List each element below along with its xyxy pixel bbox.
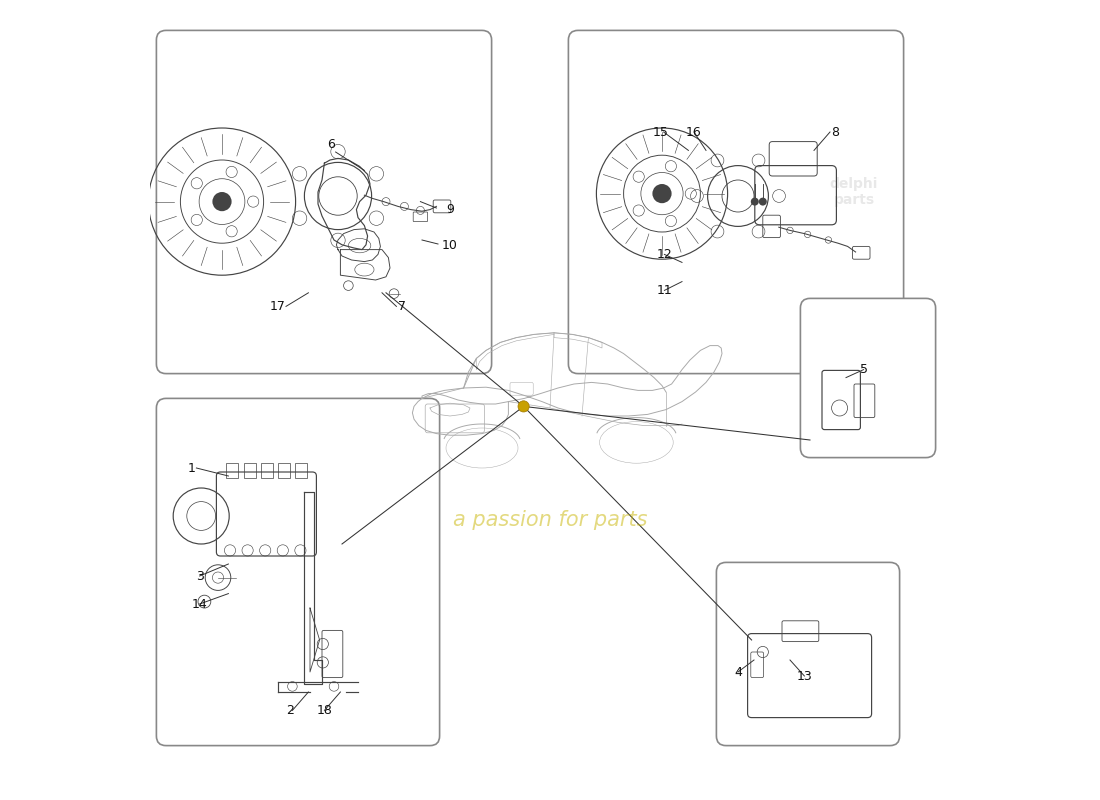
FancyBboxPatch shape <box>156 398 440 746</box>
Text: 13: 13 <box>796 670 812 682</box>
Bar <box>278 463 290 478</box>
Circle shape <box>212 192 232 211</box>
Bar <box>243 463 255 478</box>
Text: 5: 5 <box>859 363 868 376</box>
Text: 11: 11 <box>657 284 672 297</box>
Text: 1: 1 <box>188 462 196 474</box>
Text: 4: 4 <box>734 666 741 678</box>
Text: 17: 17 <box>271 300 286 313</box>
FancyBboxPatch shape <box>716 562 900 746</box>
Text: a passion for parts: a passion for parts <box>453 510 647 530</box>
Circle shape <box>751 198 759 206</box>
Circle shape <box>759 198 767 206</box>
FancyBboxPatch shape <box>569 30 903 374</box>
Text: 14: 14 <box>191 598 208 610</box>
Text: 10: 10 <box>442 239 458 252</box>
Circle shape <box>652 184 672 203</box>
Text: 15: 15 <box>652 126 669 138</box>
Text: 9: 9 <box>447 203 454 216</box>
Text: 7: 7 <box>398 300 406 313</box>
Circle shape <box>518 401 529 412</box>
Bar <box>295 463 307 478</box>
Bar <box>226 463 238 478</box>
Text: delphi
parts: delphi parts <box>829 177 878 207</box>
FancyBboxPatch shape <box>156 30 492 374</box>
Text: 2: 2 <box>286 704 294 717</box>
Text: 18: 18 <box>317 704 332 717</box>
FancyBboxPatch shape <box>801 298 936 458</box>
Bar <box>261 463 273 478</box>
Text: 6: 6 <box>327 138 334 150</box>
Text: 12: 12 <box>657 248 672 261</box>
Text: 8: 8 <box>832 126 839 138</box>
Text: 16: 16 <box>686 126 702 138</box>
Text: 3: 3 <box>196 570 204 582</box>
